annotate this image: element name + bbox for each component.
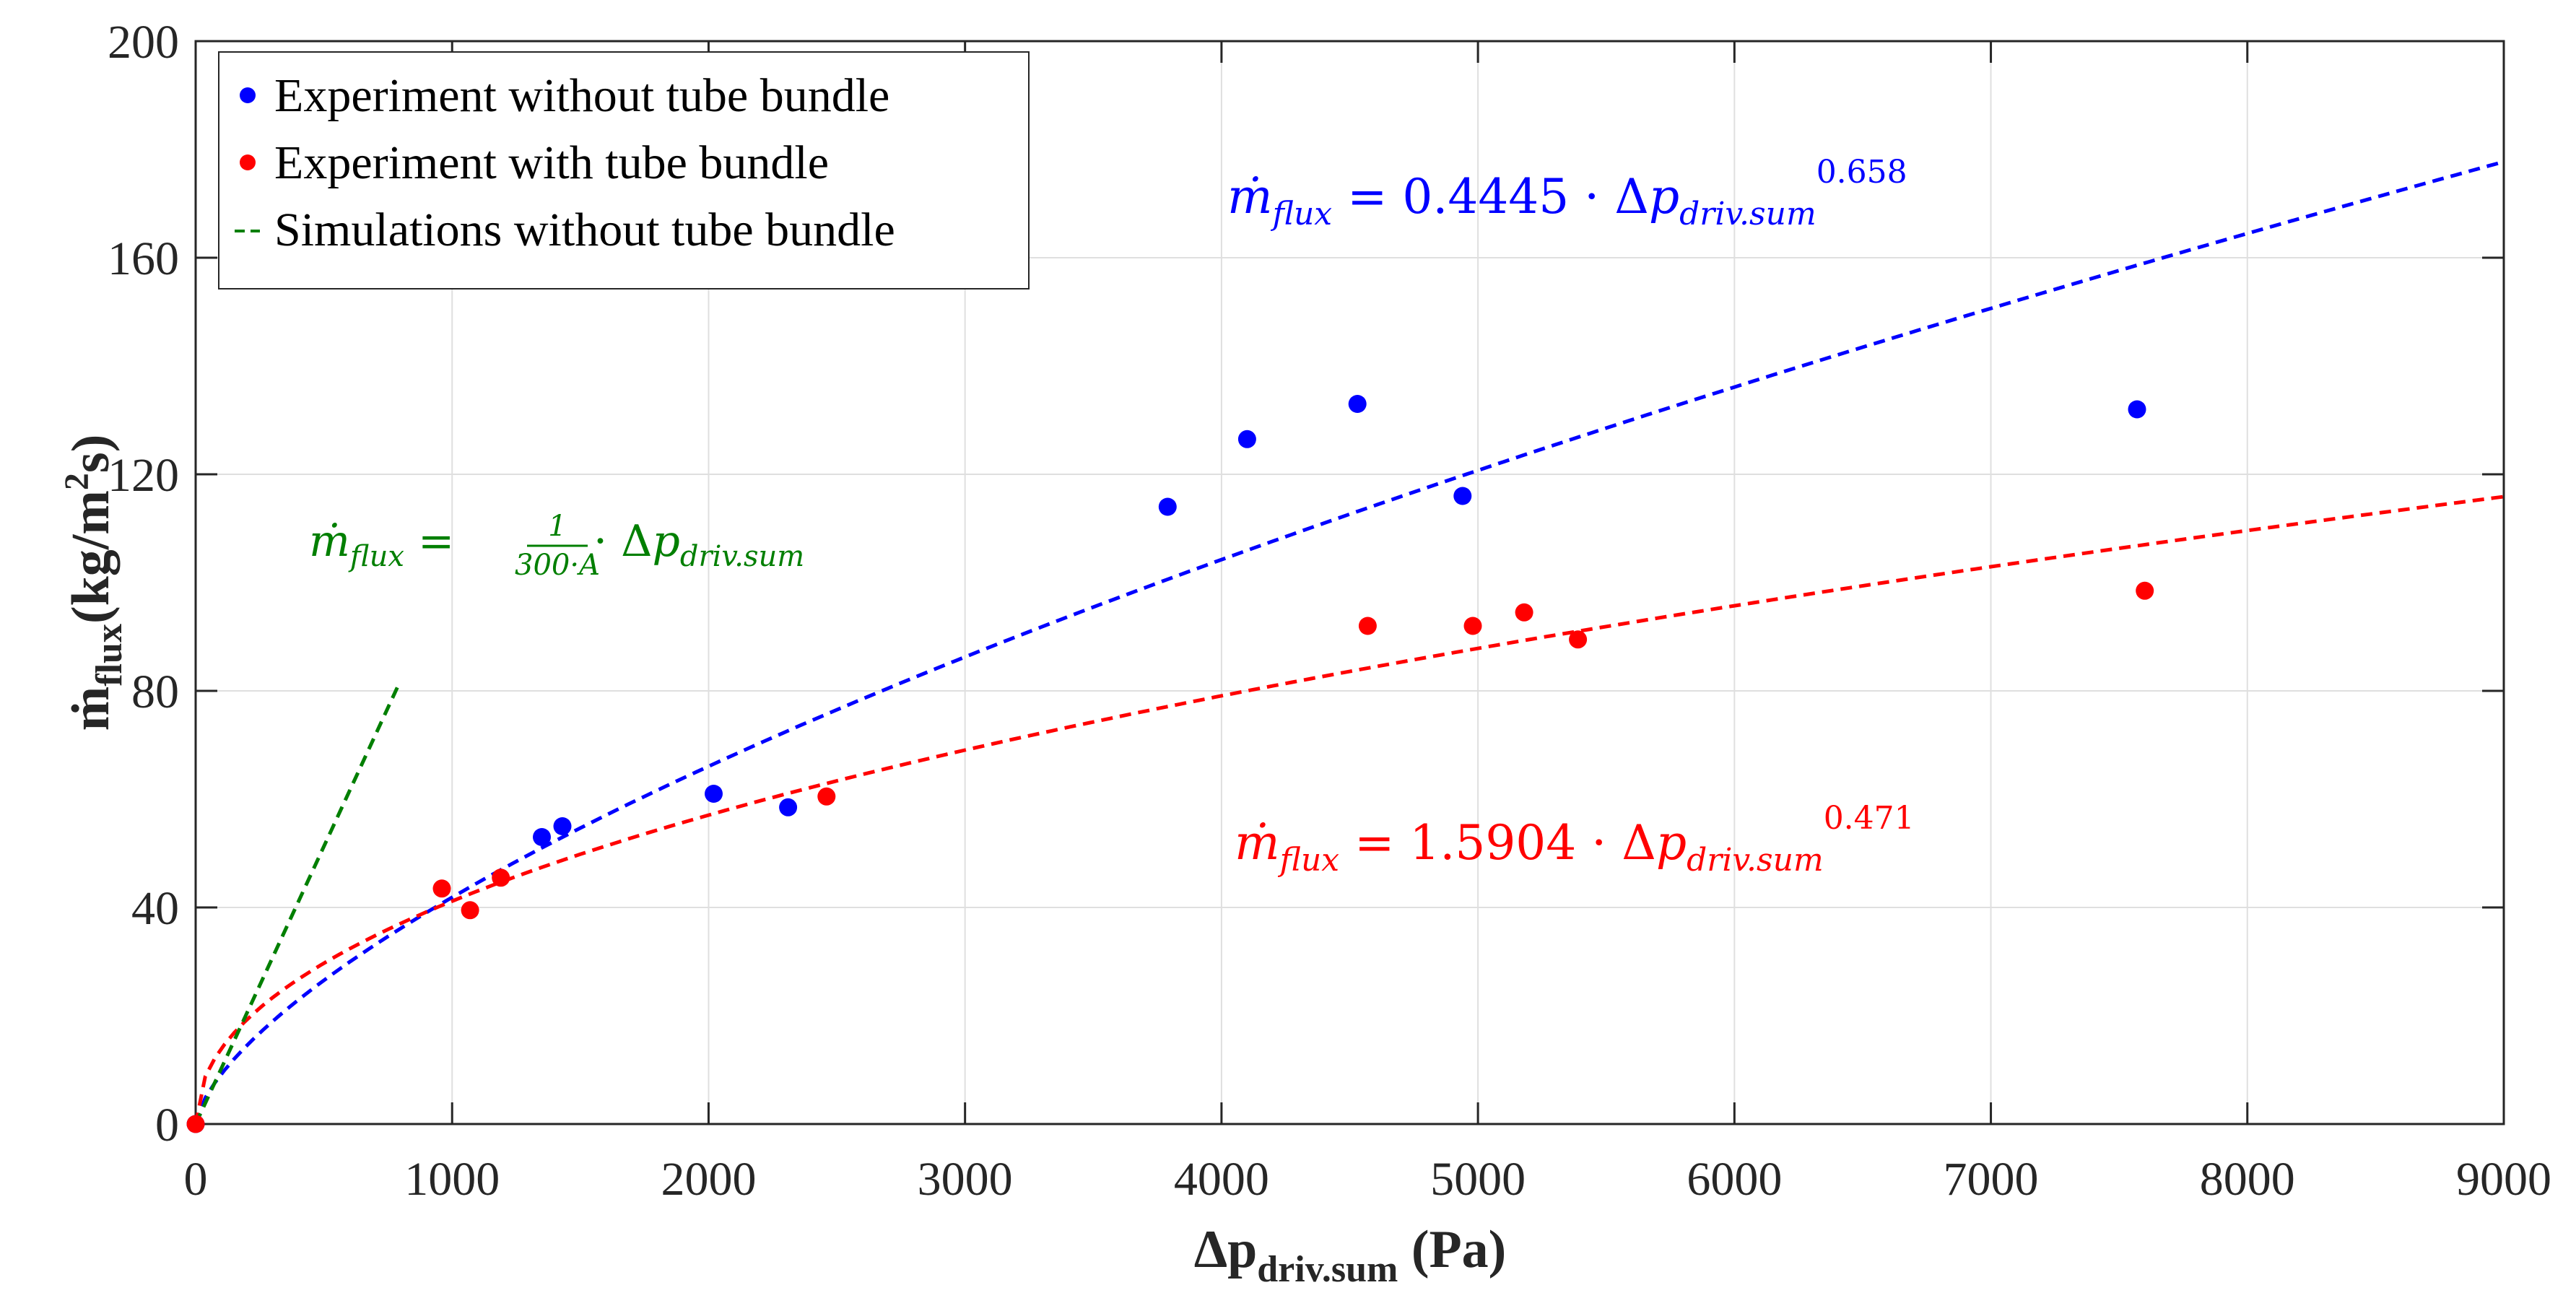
data-point-series0-8 — [1453, 487, 1472, 505]
x-tick-labels: 0 1000 2000 3000 4000 5000 6000 7000 8000 9000 — [184, 1153, 2552, 1206]
data-point-series0-4 — [779, 798, 798, 816]
legend-label-green: Simulations without tube bundle — [274, 204, 895, 256]
data-point-series1-5 — [1358, 617, 1377, 635]
data-point-series0-1 — [533, 828, 551, 846]
plot-area — [194, 40, 2505, 1125]
x-tick-label: 6000 — [1687, 1153, 1782, 1206]
simulation-line — [193, 684, 400, 1125]
x-tick-label: 8000 — [2200, 1153, 2295, 1206]
data-point-series0-7 — [1348, 395, 1367, 413]
fit-curve-3 — [193, 495, 2505, 1125]
series-points — [186, 395, 2154, 1133]
data-point-series1-3 — [492, 868, 510, 887]
x-tick-label: 4000 — [1174, 1153, 1269, 1206]
x-tick-label: 2000 — [661, 1153, 756, 1206]
x-tick-label: 3000 — [918, 1153, 1013, 1206]
legend-marker-blue — [240, 87, 256, 103]
ticks — [194, 40, 2505, 1125]
x-tick-label: 5000 — [1430, 1153, 1526, 1206]
y-tick-labels: 0 40 80 120 160 200 — [108, 16, 179, 1151]
y-axis-label: ṁflux(kg/m2s) — [58, 435, 130, 731]
data-point-series1-1 — [432, 879, 451, 898]
y-tick-label: 160 — [108, 232, 179, 285]
data-point-series1-2 — [461, 901, 479, 920]
y-tick-label: 200 — [108, 16, 179, 69]
blue-fit-equation: ṁflux = 0.4445 · Δpdriv.sum0.658 — [1227, 154, 1907, 232]
svg-text:ṁflux =: ṁflux = — [309, 516, 454, 573]
legend-label-blue: Experiment without tube bundle — [274, 69, 889, 122]
x-tick-label: 1000 — [404, 1153, 500, 1206]
legend-label-red: Experiment with tube bundle — [274, 136, 829, 189]
data-point-series0-5 — [1158, 497, 1177, 516]
data-point-series1-6 — [1463, 617, 1482, 635]
legend: Experiment without tube bundle Experimen… — [218, 51, 1030, 289]
data-point-series0-2 — [553, 817, 572, 835]
data-point-series1-8 — [1569, 630, 1588, 649]
legend-marker-red — [240, 154, 256, 170]
y-tick-label: 120 — [108, 449, 179, 502]
x-tick-label: 7000 — [1944, 1153, 2039, 1206]
data-point-series1-0 — [186, 1115, 205, 1133]
x-axis-label: Δpdriv.sum (Pa) — [1194, 1220, 1507, 1290]
legend-box — [218, 51, 1030, 289]
data-point-series0-3 — [705, 785, 723, 803]
data-point-series0-9 — [2128, 400, 2146, 419]
data-point-series1-7 — [1515, 603, 1533, 622]
y-tick-label: 40 — [131, 882, 179, 935]
fit-curve-2 — [193, 160, 2505, 1125]
x-tick-label: 9000 — [2456, 1153, 2551, 1206]
x-tick-label: 0 — [184, 1153, 208, 1206]
svg-text:· Δpdriv.sum: · Δpdriv.sum — [593, 516, 804, 573]
svg-text:1: 1 — [548, 510, 566, 543]
y-tick-label: 0 — [155, 1099, 179, 1151]
data-point-series1-9 — [2136, 581, 2154, 600]
data-point-series0-6 — [1237, 430, 1256, 448]
y-tick-label: 80 — [131, 666, 179, 718]
series-lines — [193, 160, 2505, 1125]
legend-item-blue: Experiment without tube bundle — [240, 69, 889, 122]
legend-item-green: Simulations without tube bundle — [235, 204, 895, 256]
data-point-series1-4 — [817, 787, 836, 806]
legend-item-red: Experiment with tube bundle — [240, 136, 829, 189]
svg-text:300·A: 300·A — [515, 549, 600, 582]
green-simulation-equation: ṁflux = 1 300·A · Δpdriv.sum — [309, 510, 804, 582]
red-fit-equation: ṁflux = 1.5904 · Δpdriv.sum0.471 — [1235, 800, 1915, 879]
